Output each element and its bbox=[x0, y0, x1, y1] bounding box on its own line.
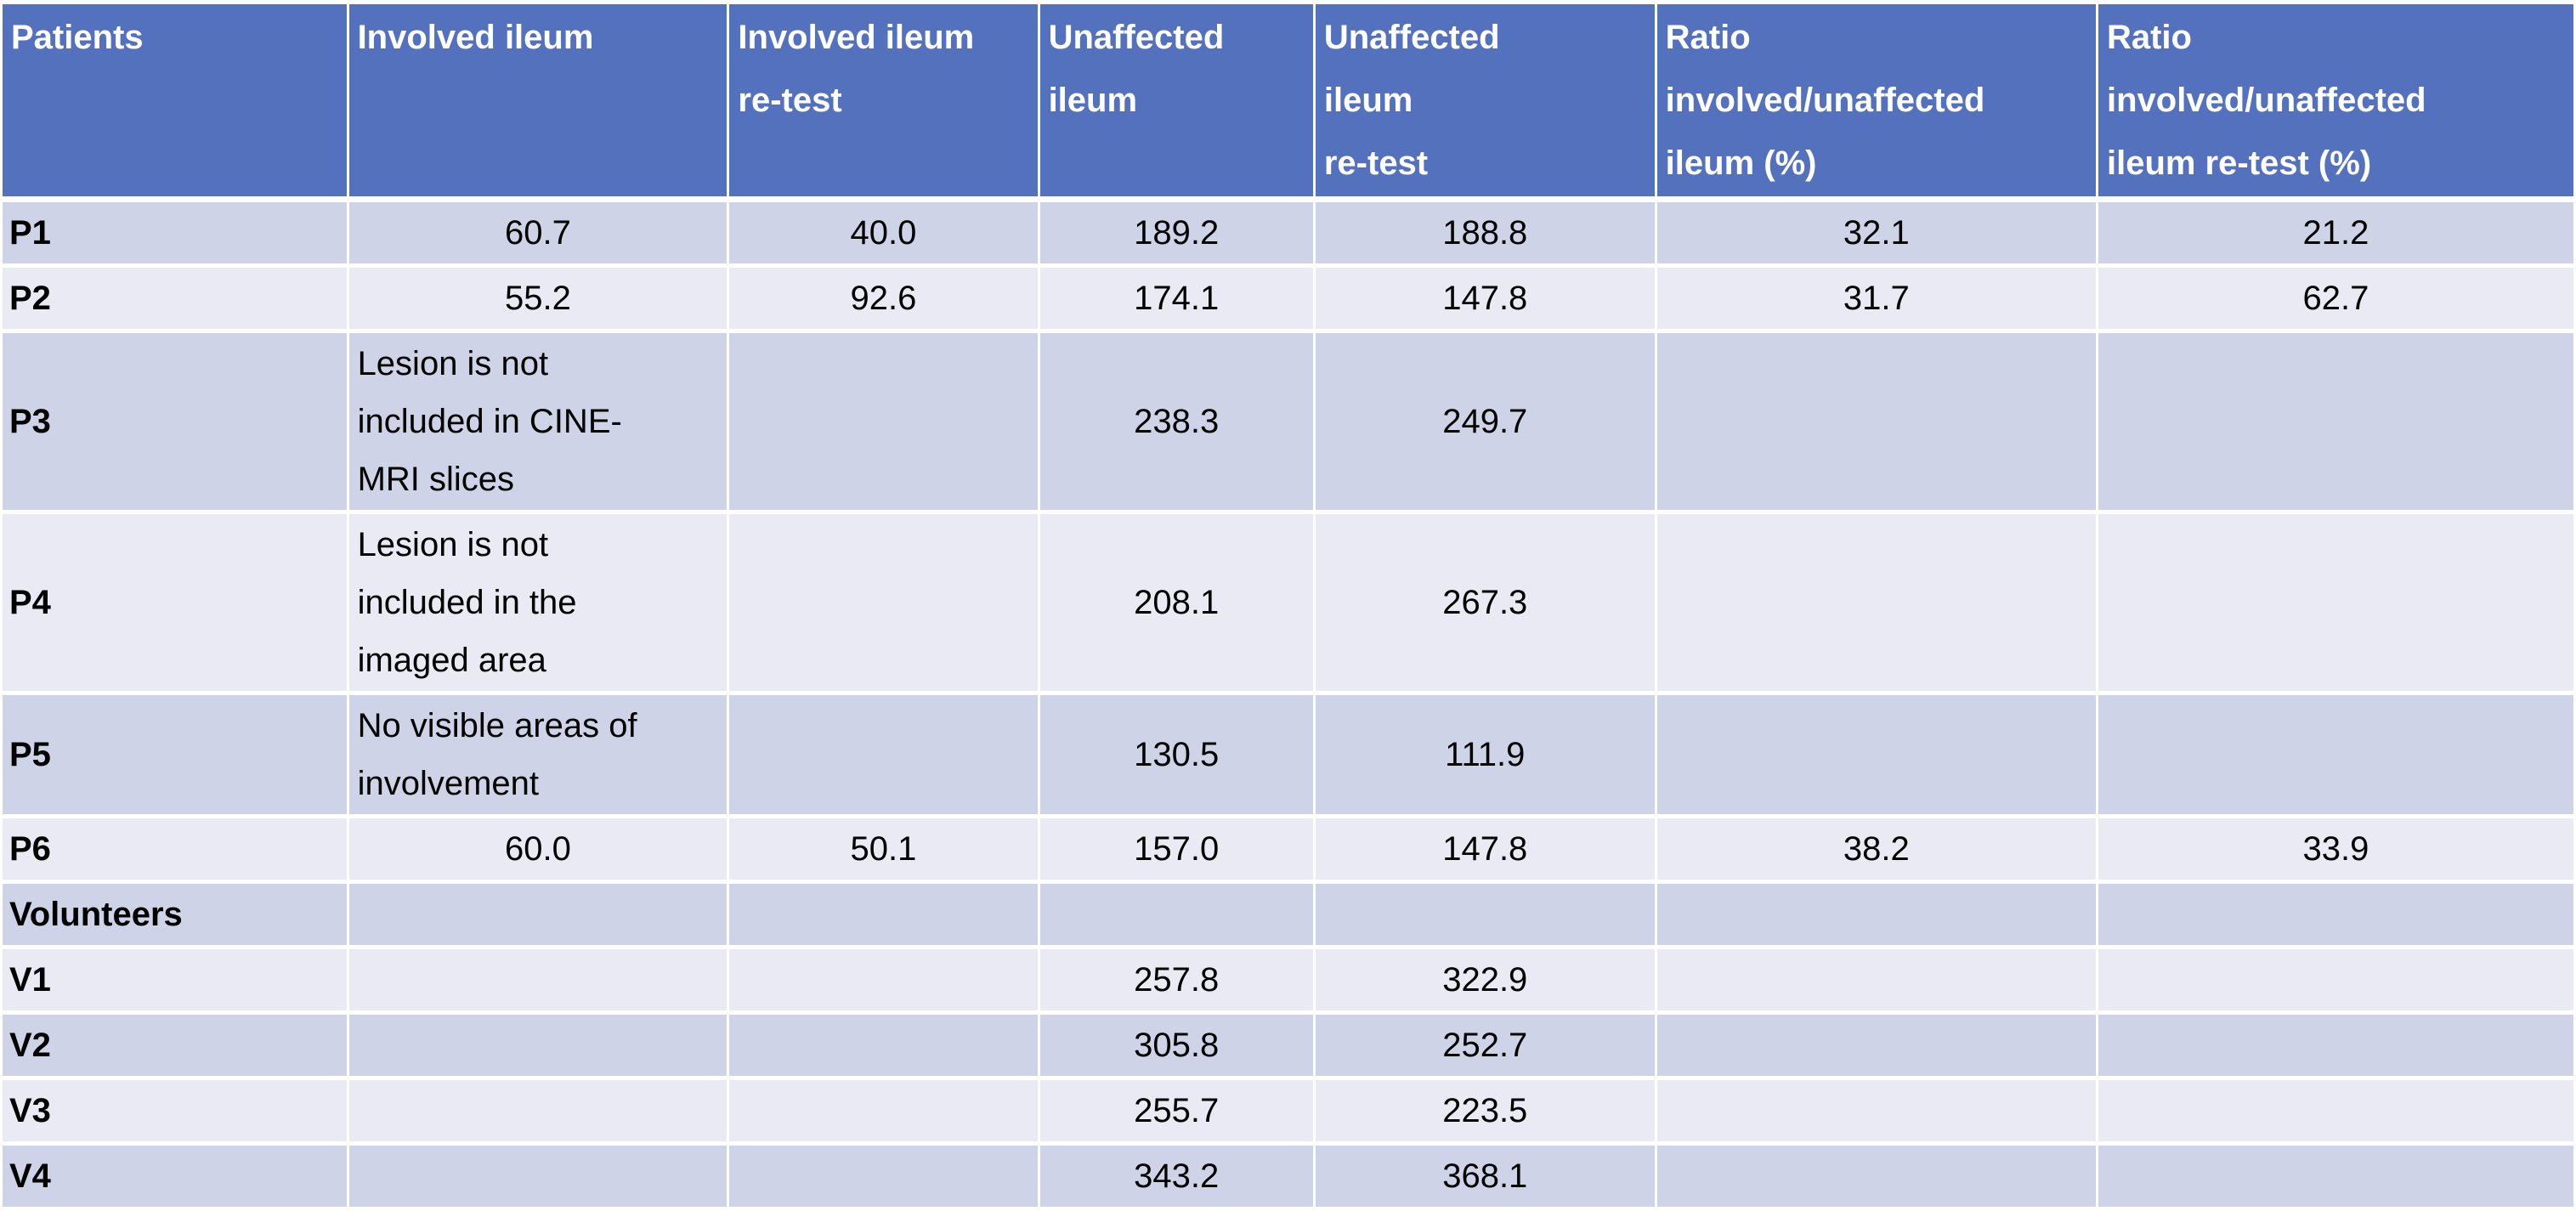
header-cell: Involved ileum re-test bbox=[727, 0, 1040, 202]
data-cell bbox=[1312, 880, 1657, 949]
data-cell bbox=[346, 880, 730, 949]
row-label: V4 bbox=[0, 1141, 349, 1211]
data-cell: 189.2 bbox=[1037, 197, 1316, 268]
data-cell bbox=[1654, 1141, 2098, 1211]
data-cell: 238.3 bbox=[1037, 329, 1316, 514]
data-cell bbox=[727, 329, 1040, 514]
data-cell: 50.1 bbox=[727, 814, 1040, 884]
data-cell: 157.0 bbox=[1037, 814, 1316, 884]
data-cell: 208.1 bbox=[1037, 510, 1316, 695]
data-cell bbox=[1654, 880, 2098, 949]
header-cell: Ratio involved/unaffected ileum re-test … bbox=[2095, 0, 2576, 202]
row-label: P1 bbox=[0, 197, 349, 268]
table-row: P5 No visible areas of involvement 130.5 11… bbox=[0, 691, 2576, 818]
data-cell: 92.6 bbox=[727, 263, 1040, 333]
data-cell: 255.7 bbox=[1037, 1076, 1316, 1146]
data-cell: 267.3 bbox=[1312, 510, 1657, 695]
row-label: Volunteers bbox=[0, 880, 349, 949]
data-cell bbox=[346, 1076, 730, 1146]
table-row: P6 60.0 50.1 157.0 147.8 38.2 33.9 bbox=[0, 814, 2576, 884]
data-cell bbox=[2095, 945, 2576, 1015]
data-cell: 130.5 bbox=[1037, 691, 1316, 818]
data-cell: 249.7 bbox=[1312, 329, 1657, 514]
data-cell bbox=[727, 1141, 1040, 1211]
table-body: P1 60.7 40.0 189.2 188.8 32.1 21.2 P2 55.2 92.6 17… bbox=[0, 197, 2576, 1211]
data-cell bbox=[1654, 510, 2098, 695]
data-cell: Lesion is not included in CINE- MRI slic… bbox=[346, 329, 730, 514]
header-row: Patients Involved ileum Involved ileum re-… bbox=[0, 0, 2576, 202]
data-cell: 147.8 bbox=[1312, 263, 1657, 333]
data-cell: 55.2 bbox=[346, 263, 730, 333]
table-row: P3 Lesion is not included in CINE- MRI sl… bbox=[0, 329, 2576, 514]
data-cell bbox=[1654, 1010, 2098, 1080]
data-cell bbox=[1654, 329, 2098, 514]
header-cell: Patients bbox=[0, 0, 349, 202]
data-cell: 305.8 bbox=[1037, 1010, 1316, 1080]
data-cell: 60.7 bbox=[346, 197, 730, 268]
table-row: V1 257.8 322.9 bbox=[0, 945, 2576, 1015]
header-cell: Ratio involved/unaffected ileum (%) bbox=[1654, 0, 2098, 202]
data-cell: 343.2 bbox=[1037, 1141, 1316, 1211]
table-row: P4 Lesion is not included in the imaged a… bbox=[0, 510, 2576, 695]
data-cell bbox=[346, 1010, 730, 1080]
data-cell bbox=[727, 691, 1040, 818]
data-cell: 252.7 bbox=[1312, 1010, 1657, 1080]
data-cell bbox=[727, 510, 1040, 695]
header-cell: Unaffected ileum bbox=[1037, 0, 1316, 202]
data-cell bbox=[2095, 1141, 2576, 1211]
table-row: V4 343.2 368.1 bbox=[0, 1141, 2576, 1211]
data-cell: Lesion is not included in the imaged are… bbox=[346, 510, 730, 695]
data-cell bbox=[2095, 691, 2576, 818]
data-cell: 62.7 bbox=[2095, 263, 2576, 333]
data-cell: 31.7 bbox=[1654, 263, 2098, 333]
data-cell bbox=[2095, 510, 2576, 695]
row-label: P3 bbox=[0, 329, 349, 514]
table-row: P1 60.7 40.0 189.2 188.8 32.1 21.2 bbox=[0, 197, 2576, 268]
data-cell bbox=[727, 945, 1040, 1015]
data-cell bbox=[727, 1010, 1040, 1080]
data-cell: 188.8 bbox=[1312, 197, 1657, 268]
row-label: P5 bbox=[0, 691, 349, 818]
data-cell bbox=[1037, 880, 1316, 949]
data-cell bbox=[727, 1076, 1040, 1146]
data-cell bbox=[2095, 329, 2576, 514]
data-cell bbox=[727, 880, 1040, 949]
header-cell: Unaffected ileum re-test bbox=[1312, 0, 1657, 202]
data-cell: 174.1 bbox=[1037, 263, 1316, 333]
table-row: V3 255.7 223.5 bbox=[0, 1076, 2576, 1146]
data-cell: 38.2 bbox=[1654, 814, 2098, 884]
data-cell: 33.9 bbox=[2095, 814, 2576, 884]
data-cell bbox=[346, 945, 730, 1015]
data-cell: 322.9 bbox=[1312, 945, 1657, 1015]
table-row: Volunteers bbox=[0, 880, 2576, 949]
data-cell: 21.2 bbox=[2095, 197, 2576, 268]
row-label: V1 bbox=[0, 945, 349, 1015]
data-cell: 223.5 bbox=[1312, 1076, 1657, 1146]
data-cell bbox=[1654, 945, 2098, 1015]
data-cell: 32.1 bbox=[1654, 197, 2098, 268]
header-cell: Involved ileum bbox=[346, 0, 730, 202]
data-cell: 368.1 bbox=[1312, 1141, 1657, 1211]
row-label: P6 bbox=[0, 814, 349, 884]
data-cell: 147.8 bbox=[1312, 814, 1657, 884]
row-label: V3 bbox=[0, 1076, 349, 1146]
data-cell bbox=[1654, 1076, 2098, 1146]
table-row: P2 55.2 92.6 174.1 147.8 31.7 62.7 bbox=[0, 263, 2576, 333]
data-cell: 257.8 bbox=[1037, 945, 1316, 1015]
data-cell: 111.9 bbox=[1312, 691, 1657, 818]
data-cell: 60.0 bbox=[346, 814, 730, 884]
data-cell bbox=[1654, 691, 2098, 818]
data-cell: No visible areas of involvement bbox=[346, 691, 730, 818]
row-label: P2 bbox=[0, 263, 349, 333]
table-row: V2 305.8 252.7 bbox=[0, 1010, 2576, 1080]
data-cell bbox=[2095, 880, 2576, 949]
row-label: V2 bbox=[0, 1010, 349, 1080]
row-label: P4 bbox=[0, 510, 349, 695]
data-cell bbox=[2095, 1010, 2576, 1080]
data-cell: 40.0 bbox=[727, 197, 1040, 268]
data-cell bbox=[346, 1141, 730, 1211]
data-cell bbox=[2095, 1076, 2576, 1146]
